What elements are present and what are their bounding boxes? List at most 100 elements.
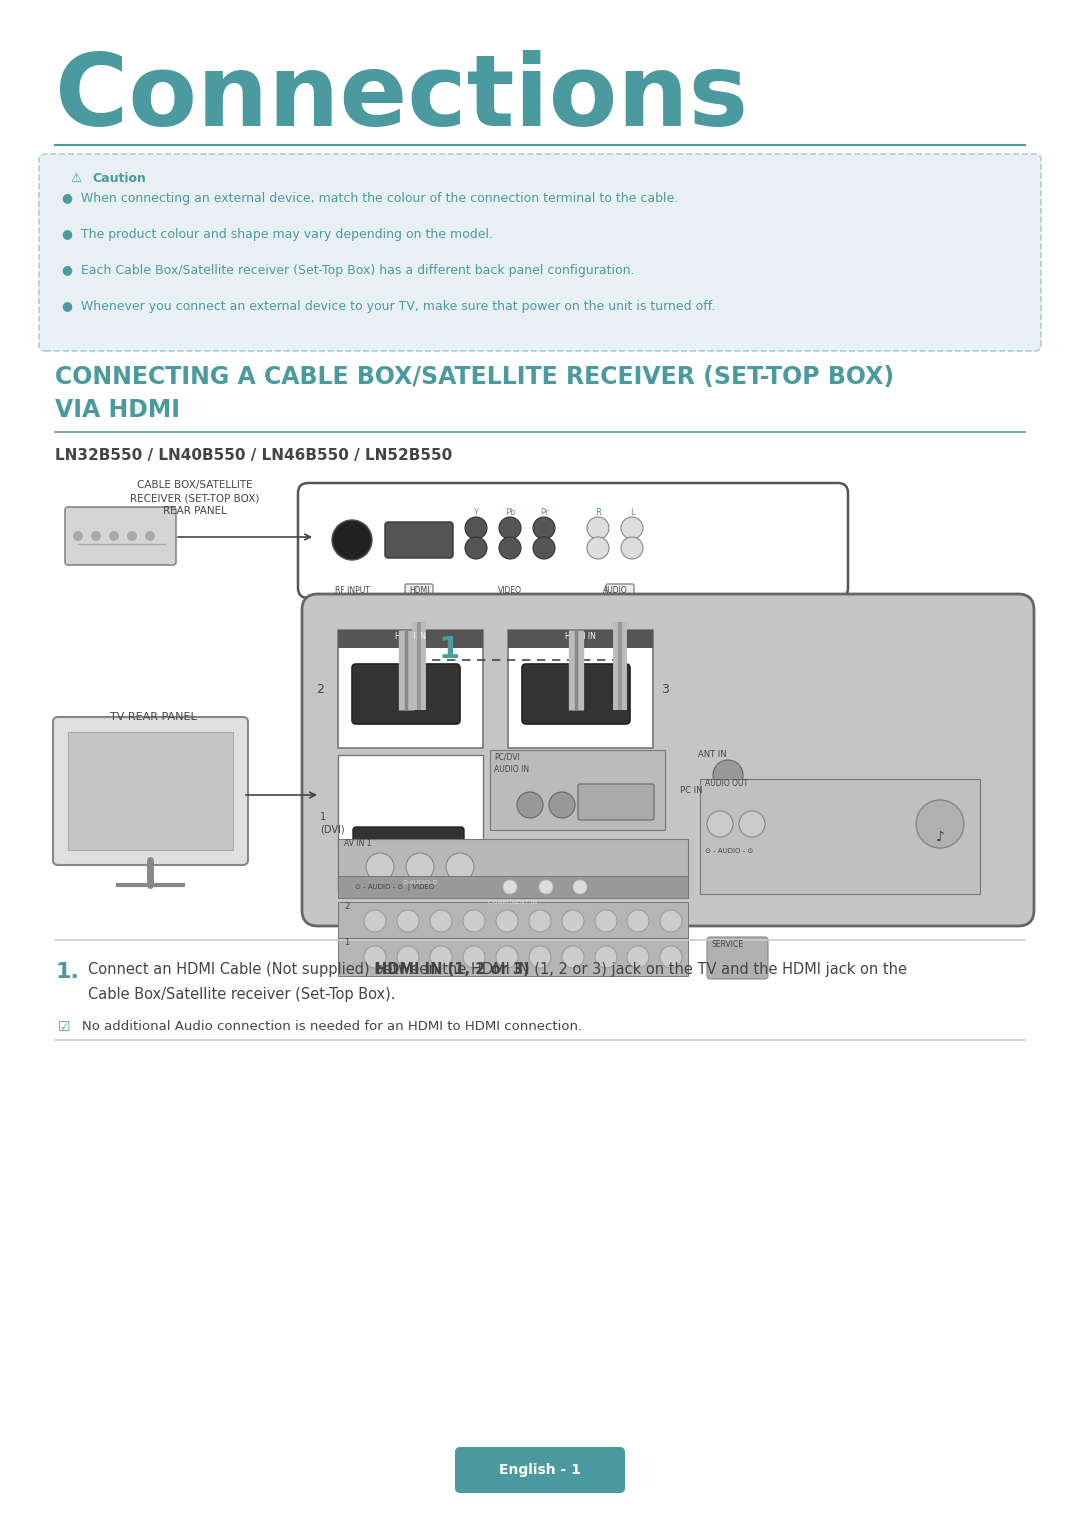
Text: 1
(DVI): 1 (DVI) xyxy=(320,812,345,834)
Circle shape xyxy=(539,880,553,894)
Circle shape xyxy=(621,517,643,539)
Text: AV IN 1: AV IN 1 xyxy=(345,838,372,848)
Circle shape xyxy=(430,910,453,932)
Text: ⊙ - AUDIO - ⊙: ⊙ - AUDIO - ⊙ xyxy=(705,848,753,854)
Text: CONNECTING A CABLE BOX/SATELLITE RECEIVER (SET-TOP BOX): CONNECTING A CABLE BOX/SATELLITE RECEIVE… xyxy=(55,366,894,389)
Text: R: R xyxy=(595,508,600,517)
Circle shape xyxy=(627,910,649,932)
FancyBboxPatch shape xyxy=(68,731,233,851)
Circle shape xyxy=(503,880,517,894)
FancyBboxPatch shape xyxy=(338,938,688,976)
Text: 3: 3 xyxy=(661,682,669,696)
Circle shape xyxy=(364,910,386,932)
Circle shape xyxy=(465,517,487,539)
Text: AUDIO OUT: AUDIO OUT xyxy=(705,779,748,788)
Circle shape xyxy=(109,531,119,542)
Circle shape xyxy=(465,537,487,558)
Text: ⊙-AUDIO-⊙: ⊙-AUDIO-⊙ xyxy=(402,880,437,884)
FancyBboxPatch shape xyxy=(338,630,483,748)
FancyBboxPatch shape xyxy=(338,903,688,939)
Circle shape xyxy=(627,946,649,968)
Circle shape xyxy=(499,517,521,539)
FancyBboxPatch shape xyxy=(606,584,634,624)
FancyBboxPatch shape xyxy=(405,584,433,624)
Circle shape xyxy=(364,946,386,968)
FancyBboxPatch shape xyxy=(352,664,460,724)
FancyBboxPatch shape xyxy=(53,718,248,864)
FancyBboxPatch shape xyxy=(508,630,653,748)
FancyBboxPatch shape xyxy=(302,594,1034,926)
FancyBboxPatch shape xyxy=(384,522,453,558)
Text: ANT IN: ANT IN xyxy=(698,750,727,759)
FancyBboxPatch shape xyxy=(707,936,768,979)
FancyBboxPatch shape xyxy=(508,630,653,649)
Text: Y: Y xyxy=(473,508,478,517)
Circle shape xyxy=(406,854,434,881)
Text: ●  When connecting an external device, match the colour of the connection termin: ● When connecting an external device, ma… xyxy=(62,191,678,205)
Circle shape xyxy=(397,946,419,968)
Text: ⚠: ⚠ xyxy=(70,171,81,185)
Text: No additional Audio connection is needed for an HDMI to HDMI connection.: No additional Audio connection is needed… xyxy=(82,1021,582,1033)
Circle shape xyxy=(529,946,551,968)
Text: 2: 2 xyxy=(345,903,349,910)
FancyBboxPatch shape xyxy=(455,1447,625,1493)
Text: 1.: 1. xyxy=(55,962,79,982)
Circle shape xyxy=(595,946,617,968)
Circle shape xyxy=(707,811,733,837)
Circle shape xyxy=(588,537,609,558)
Text: Pb: Pb xyxy=(504,508,515,517)
Text: ●  Each Cable Box/Satellite receiver (Set-Top Box) has a different back panel co: ● Each Cable Box/Satellite receiver (Set… xyxy=(62,265,635,277)
Text: SERVICE: SERVICE xyxy=(712,939,744,949)
Circle shape xyxy=(91,531,102,542)
Text: VIDEO: VIDEO xyxy=(498,586,522,595)
Circle shape xyxy=(397,910,419,932)
Circle shape xyxy=(73,531,83,542)
Circle shape xyxy=(549,793,575,819)
Circle shape xyxy=(366,854,394,881)
Circle shape xyxy=(534,517,555,539)
Circle shape xyxy=(534,537,555,558)
Circle shape xyxy=(145,531,156,542)
Circle shape xyxy=(713,760,743,789)
Text: AUDIO IN: AUDIO IN xyxy=(494,765,529,774)
FancyBboxPatch shape xyxy=(65,506,176,565)
Text: HDMI IN: HDMI IN xyxy=(395,632,426,641)
Circle shape xyxy=(332,520,372,560)
Circle shape xyxy=(446,854,474,881)
Text: 1: 1 xyxy=(345,938,349,947)
Text: ●  The product colour and shape may vary depending on the model.: ● The product colour and shape may vary … xyxy=(62,228,492,242)
Circle shape xyxy=(916,800,964,848)
Circle shape xyxy=(573,880,588,894)
Text: HDMI: HDMI xyxy=(408,586,429,595)
Circle shape xyxy=(595,910,617,932)
Text: Connections: Connections xyxy=(55,50,748,147)
Text: English - 1: English - 1 xyxy=(499,1463,581,1476)
FancyBboxPatch shape xyxy=(298,483,848,598)
Circle shape xyxy=(529,910,551,932)
Circle shape xyxy=(127,531,137,542)
Text: ●  Whenever you connect an external device to your TV, make sure that power on t: ● Whenever you connect an external devic… xyxy=(62,300,715,314)
Circle shape xyxy=(660,946,681,968)
FancyBboxPatch shape xyxy=(338,754,483,890)
Circle shape xyxy=(739,811,765,837)
Circle shape xyxy=(588,517,609,539)
Text: COMPONENT IN: COMPONENT IN xyxy=(488,900,538,906)
Text: LN32B550 / LN40B550 / LN46B550 / LN52B550: LN32B550 / LN40B550 / LN46B550 / LN52B55… xyxy=(55,448,453,464)
Text: ♪: ♪ xyxy=(935,829,944,845)
Circle shape xyxy=(496,910,518,932)
FancyBboxPatch shape xyxy=(490,750,665,829)
Text: Cable Box/Satellite receiver (Set-Top Box).: Cable Box/Satellite receiver (Set-Top Bo… xyxy=(87,987,395,1002)
Text: VIA HDMI: VIA HDMI xyxy=(55,398,180,422)
FancyBboxPatch shape xyxy=(700,779,980,894)
FancyBboxPatch shape xyxy=(353,828,464,874)
Text: PC IN: PC IN xyxy=(680,785,702,794)
Text: CABLE BOX/SATELLITE
RECEIVER (SET-TOP BOX)
REAR PANEL: CABLE BOX/SATELLITE RECEIVER (SET-TOP BO… xyxy=(131,480,259,517)
Circle shape xyxy=(430,946,453,968)
Circle shape xyxy=(660,910,681,932)
Text: L: L xyxy=(630,508,634,517)
Text: Connect an HDMI Cable (Not supplied) between the HDMI IN (1, 2 or 3) jack on the: Connect an HDMI Cable (Not supplied) bet… xyxy=(87,962,907,978)
Text: PC/DVI: PC/DVI xyxy=(494,753,519,760)
Text: ☑: ☑ xyxy=(58,1021,70,1034)
Circle shape xyxy=(496,946,518,968)
FancyBboxPatch shape xyxy=(338,630,483,649)
